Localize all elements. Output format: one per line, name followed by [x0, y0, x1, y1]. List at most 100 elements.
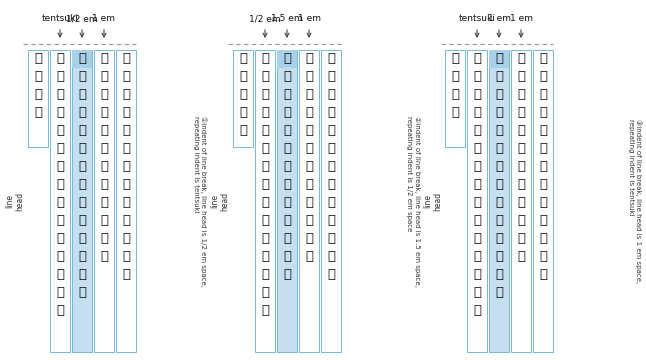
Text: 事: 事	[100, 88, 108, 101]
Text: は: は	[261, 106, 269, 119]
Text: で: で	[34, 52, 42, 65]
Text: 助: 助	[283, 232, 291, 245]
Text: 意: 意	[517, 196, 525, 209]
Text: 名: 名	[78, 124, 86, 137]
Text: 詞: 詞	[283, 250, 291, 263]
Text: う: う	[122, 106, 130, 119]
Text: 仮: 仮	[283, 106, 291, 119]
Text: く: く	[473, 214, 481, 227]
Text: ル: ル	[56, 268, 64, 281]
Text: 注: 注	[517, 178, 525, 191]
Text: と: と	[122, 232, 130, 245]
Text: 『: 『	[283, 52, 291, 65]
Text: い: い	[495, 160, 503, 173]
Text: 注: 注	[100, 178, 108, 191]
Text: 書: 書	[261, 196, 269, 209]
Text: く: く	[56, 214, 64, 227]
Text: の: の	[78, 286, 86, 299]
Text: お: お	[327, 196, 335, 209]
Text: 代: 代	[495, 88, 503, 101]
Text: な: な	[539, 250, 547, 263]
Text: 。: 。	[34, 106, 42, 119]
Text: 『: 『	[495, 52, 503, 65]
Text: 仮: 仮	[78, 106, 86, 119]
Text: 現: 現	[495, 70, 503, 83]
Text: る: る	[239, 106, 247, 119]
Text: が: が	[56, 250, 64, 263]
Text: は: は	[495, 214, 503, 227]
Text: へ: へ	[56, 142, 64, 155]
Text: ら: ら	[539, 268, 547, 281]
Text: の: の	[122, 70, 130, 83]
Text: 遣: 遣	[283, 142, 291, 155]
Text: 遣: 遣	[495, 142, 503, 155]
Text: の: の	[473, 232, 481, 245]
Bar	[533, 50, 553, 352]
Text: の: の	[261, 232, 269, 245]
Text: 仮: 仮	[495, 106, 503, 119]
Text: う: う	[539, 106, 547, 119]
Text: 。: 。	[451, 106, 459, 119]
Text: あ: あ	[100, 142, 108, 155]
Bar	[28, 50, 48, 147]
Text: 『: 『	[261, 52, 269, 65]
Text: ル: ル	[239, 52, 247, 65]
Text: と: と	[327, 232, 335, 245]
Text: 事: 事	[305, 88, 313, 101]
Text: 』: 』	[78, 178, 86, 191]
Text: 書: 書	[473, 196, 481, 209]
Text: ル: ル	[56, 304, 64, 317]
Text: line
head: line head	[423, 192, 443, 211]
Bar	[255, 50, 275, 352]
Text: 遣: 遣	[78, 142, 86, 155]
Text: ー: ー	[56, 286, 64, 299]
Text: も: も	[517, 124, 525, 137]
Bar	[72, 50, 92, 352]
Text: の: の	[539, 70, 547, 83]
Text: で: で	[283, 196, 291, 209]
Text: へ: へ	[261, 142, 269, 155]
Text: す: す	[305, 214, 313, 227]
Text: と: と	[56, 178, 64, 191]
Text: 『: 『	[261, 124, 269, 137]
Text: り: り	[100, 160, 108, 173]
Text: る: る	[34, 88, 42, 101]
Text: り: り	[327, 214, 335, 227]
Bar	[467, 50, 487, 352]
Text: で: で	[451, 52, 459, 65]
Text: 注: 注	[305, 178, 313, 191]
Text: る: る	[451, 88, 459, 101]
Text: 』: 』	[283, 178, 291, 191]
Text: ②indent of line break, line head is 1.5 em space,
repeating indent is 1/2 em spa: ②indent of line break, line head is 1.5 …	[406, 116, 420, 287]
Text: な: な	[517, 52, 525, 65]
Text: も: も	[100, 124, 108, 137]
Text: お: お	[122, 196, 130, 209]
Text: 詞: 詞	[495, 268, 503, 281]
Text: よ: よ	[539, 88, 547, 101]
Text: ら: ら	[327, 268, 335, 281]
Text: へ: へ	[56, 70, 64, 83]
Text: 意: 意	[305, 196, 313, 209]
Text: は: は	[473, 106, 481, 119]
Text: 代: 代	[78, 88, 86, 101]
Text: の: の	[495, 286, 503, 299]
Text: へ: へ	[473, 142, 481, 155]
Text: い: い	[517, 70, 525, 83]
Text: 『: 『	[473, 52, 481, 65]
Text: 項: 項	[305, 106, 313, 119]
Text: 詞: 詞	[78, 268, 86, 281]
Text: 助: 助	[78, 250, 86, 263]
Bar	[50, 50, 70, 352]
Text: ル: ル	[473, 268, 481, 281]
Text: 、: 、	[78, 232, 86, 245]
Text: tentsuki: tentsuki	[41, 14, 78, 23]
Text: は: は	[56, 106, 64, 119]
Text: す: す	[100, 214, 108, 227]
Text: 1 em: 1 em	[510, 14, 532, 23]
Text: う: う	[327, 106, 335, 119]
Text: 』: 』	[261, 160, 269, 173]
Bar	[511, 50, 531, 352]
Text: よ: よ	[122, 88, 130, 101]
Text: あ: あ	[451, 70, 459, 83]
Text: 『: 『	[56, 52, 64, 65]
